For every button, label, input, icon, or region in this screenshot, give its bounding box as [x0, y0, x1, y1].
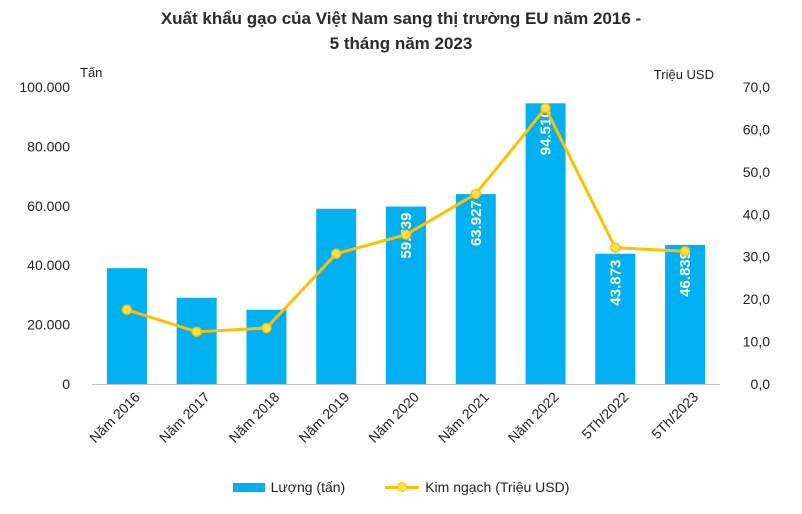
line-point-3	[330, 248, 342, 259]
bar-data-label-8: 46.839	[677, 251, 694, 297]
bar-1	[176, 297, 217, 384]
x-tick-label-0: Năm 2016	[86, 389, 143, 446]
line-point-8	[679, 245, 691, 257]
bar-3	[316, 208, 357, 384]
y-right-unit: Triệu USD	[654, 67, 714, 82]
legend-line-swatch	[385, 481, 420, 493]
x-tick-label-5: Năm 2021	[435, 389, 492, 446]
line-point-0	[121, 304, 133, 315]
bar-7	[595, 253, 636, 384]
line-point-4	[400, 229, 412, 240]
bar-2	[246, 309, 287, 384]
line-point-5	[470, 188, 482, 200]
y-left-tick-label: 20.000	[27, 317, 70, 333]
x-tick-label-2: Năm 2018	[226, 389, 283, 446]
line-point-6	[540, 102, 551, 114]
bar-data-label-5: 63.927	[468, 200, 485, 246]
bar-6	[525, 103, 566, 384]
legend-bar-label: Lượng (tấn)	[270, 479, 346, 495]
bar-5	[455, 194, 496, 384]
line-point-2	[261, 322, 272, 334]
y-left-tick-label: 40.000	[27, 257, 70, 273]
x-tick-label-1: Năm 2017	[156, 389, 213, 446]
legend-item-bar: Lượng (tấn)	[232, 479, 346, 495]
x-tick-label-3: Năm 2019	[295, 389, 352, 446]
x-tick-label-6: Năm 2022	[505, 389, 562, 446]
bar-0	[106, 268, 147, 384]
y-left-unit: Tấn	[80, 65, 102, 80]
y-right-tick-label: 60,0	[743, 121, 770, 137]
x-tick-label-4: Năm 2020	[365, 389, 422, 446]
y-right-tick-label: 50,0	[743, 164, 770, 180]
legend-bar-swatch	[232, 482, 265, 492]
y-left-tick-label: 0	[62, 376, 70, 392]
y-right-tick-label: 0,0	[751, 376, 771, 392]
x-tick-label-8: 5Th/2023	[648, 389, 701, 442]
y-left-tick-label: 60.000	[27, 198, 70, 214]
y-right-tick-label: 20,0	[743, 291, 770, 307]
y-right-tick-label: 30,0	[743, 249, 770, 265]
y-right-tick-label: 70,0	[743, 79, 770, 95]
y-right-tick-label: 10,0	[743, 334, 770, 350]
y-left-tick-label: 80.000	[27, 138, 70, 154]
line-point-7	[610, 242, 621, 254]
x-tick-label-7: 5Th/2022	[578, 389, 631, 442]
bar-data-label-7: 43.873	[607, 260, 624, 306]
legend: Lượng (tấn) Kim ngạch (Triệu USD)	[0, 479, 802, 495]
line-point-1	[191, 326, 202, 338]
chart-title-line-2: 5 tháng năm 2023	[329, 34, 473, 53]
y-left-tick-label: 100.000	[19, 79, 70, 95]
legend-item-line: Kim ngạch (Triệu USD)	[385, 479, 569, 495]
legend-line-label: Kim ngạch (Triệu USD)	[425, 479, 570, 495]
chart-title-line-1: Xuất khẩu gạo của Việt Nam sang thị trườ…	[160, 9, 642, 28]
bar-8	[665, 244, 706, 384]
chart-title: Xuất khẩu gạo của Việt Nam sang thị trườ…	[0, 6, 802, 56]
y-right-tick-label: 40,0	[743, 206, 770, 222]
